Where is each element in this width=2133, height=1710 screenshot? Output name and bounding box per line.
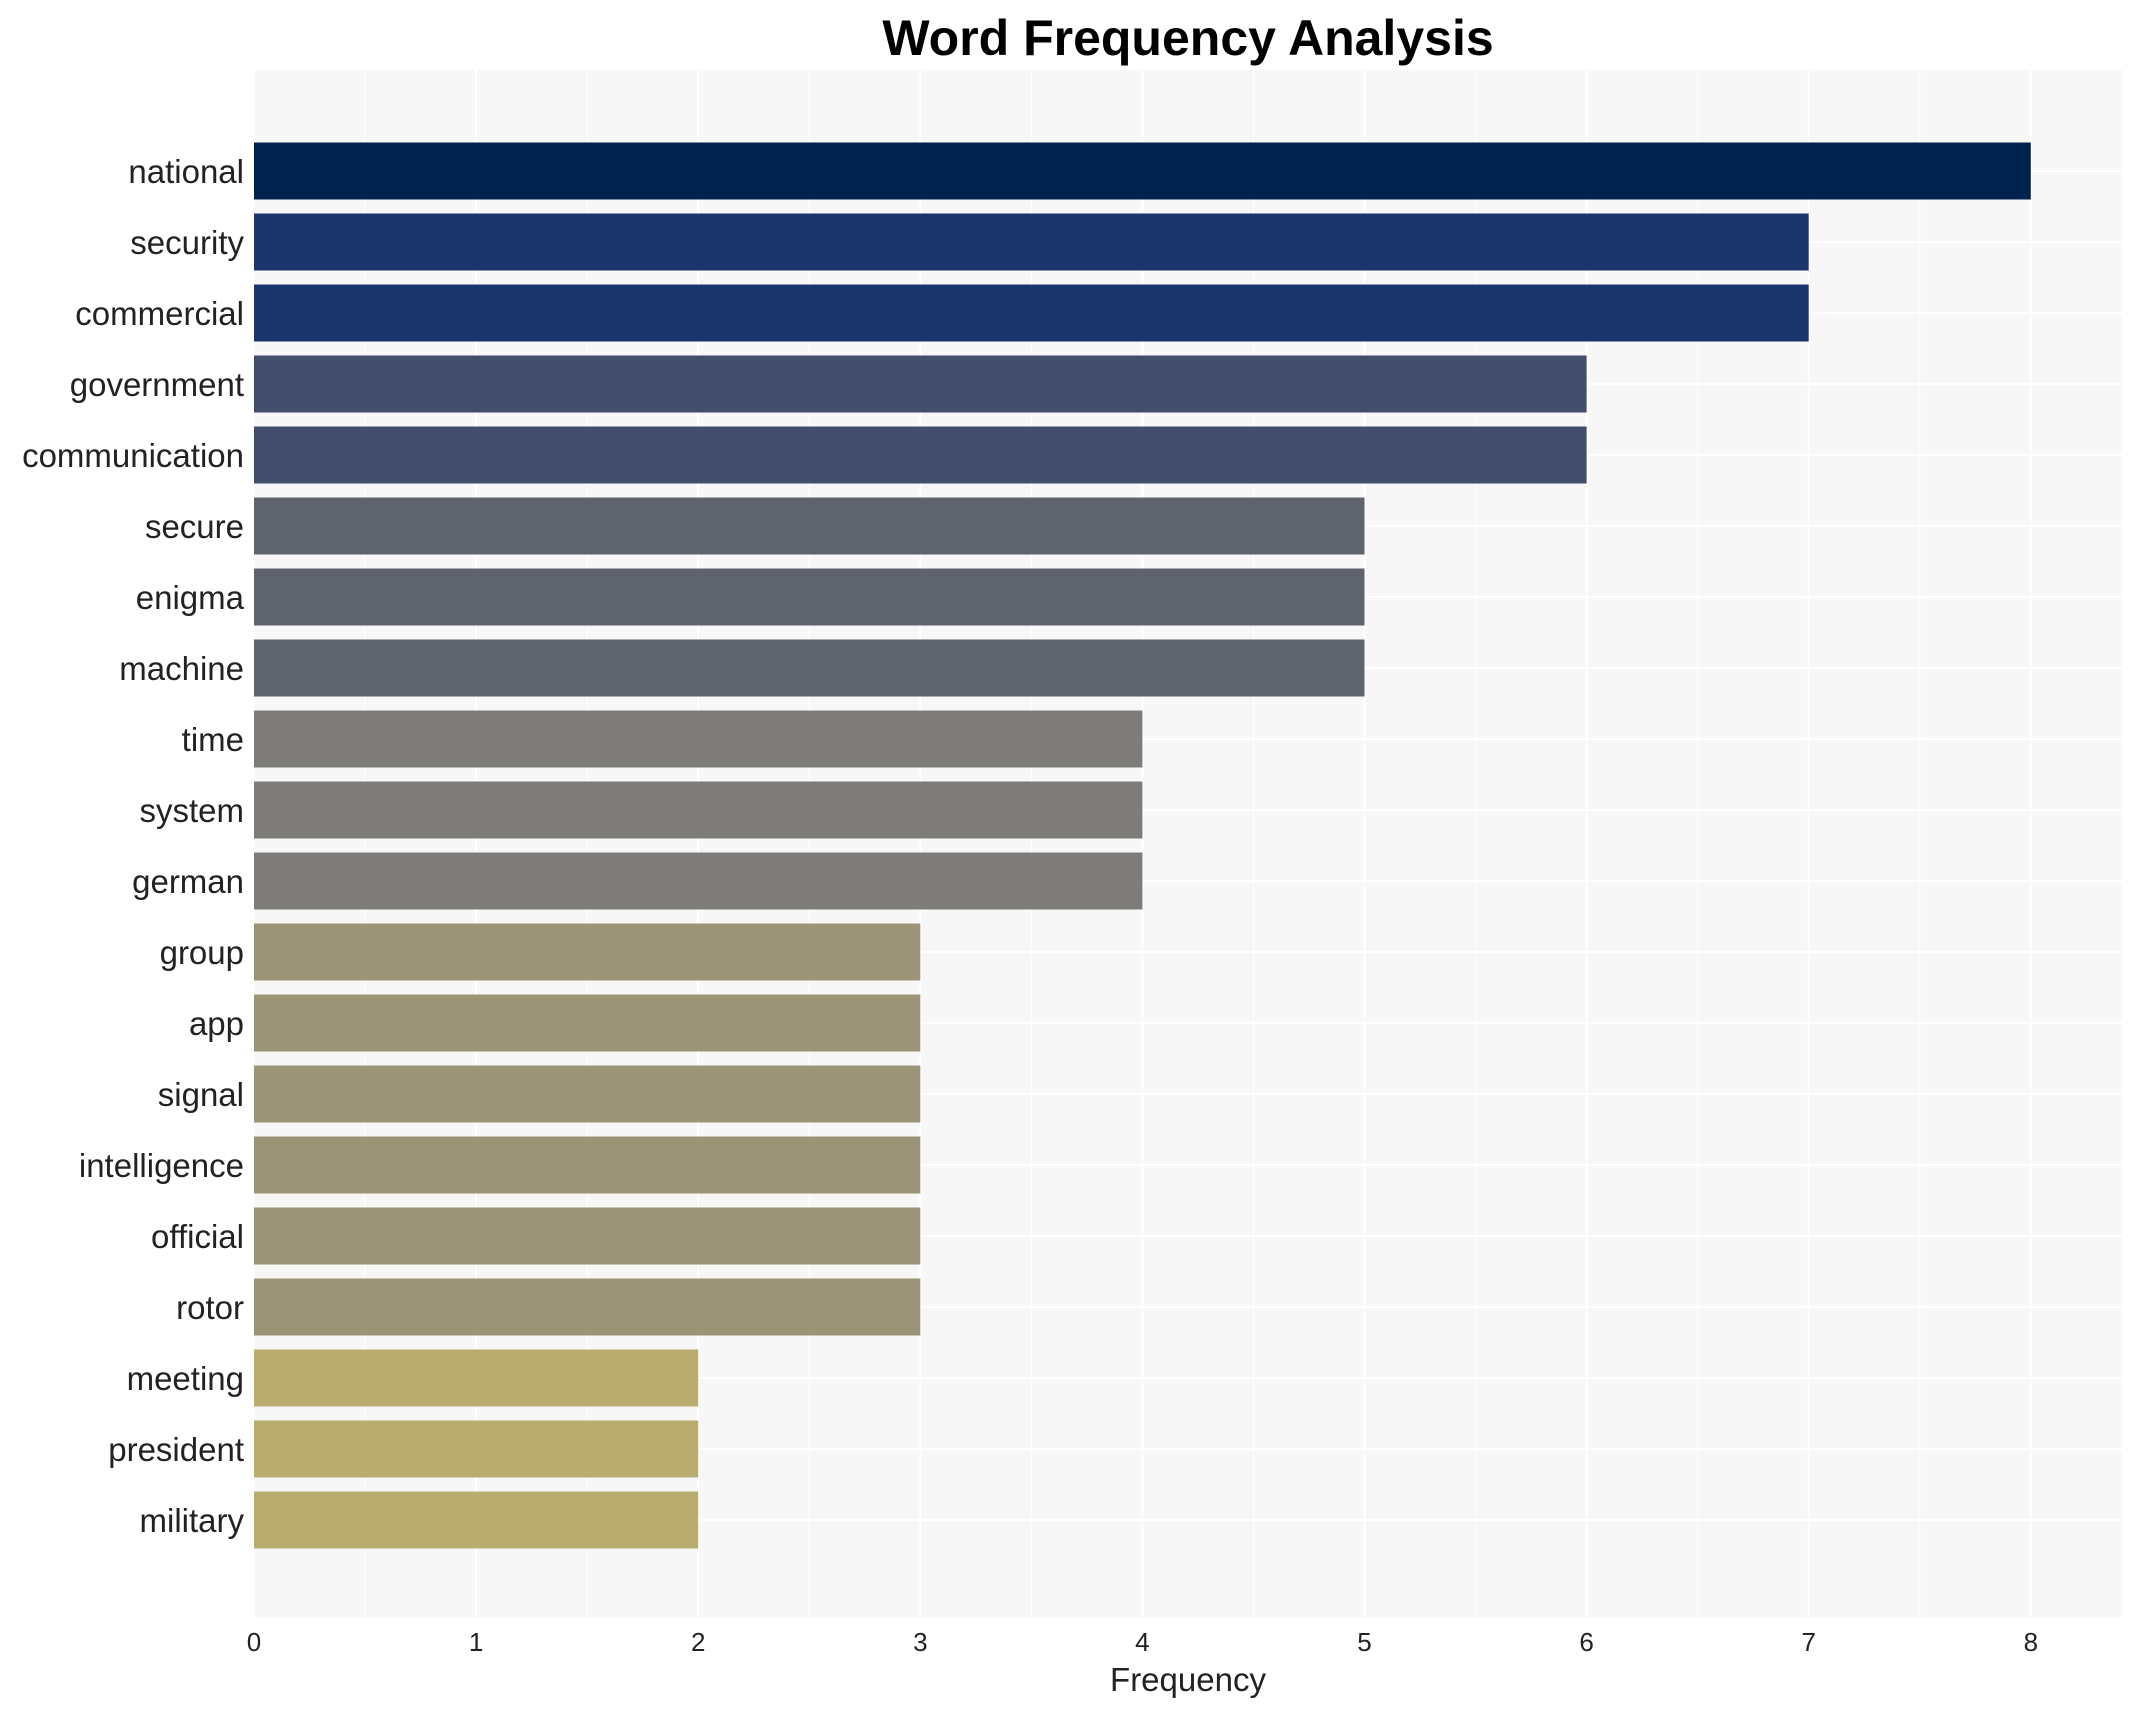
category-label-official: official bbox=[151, 1218, 244, 1255]
x-tick-label: 4 bbox=[1135, 1627, 1149, 1657]
chart-title: Word Frequency Analysis bbox=[882, 10, 1493, 66]
category-label-intelligence: intelligence bbox=[79, 1147, 244, 1184]
x-tick-label: 8 bbox=[2024, 1627, 2038, 1657]
x-tick-label: 7 bbox=[1801, 1627, 1815, 1657]
category-label-military: military bbox=[140, 1502, 245, 1539]
bar-rotor bbox=[254, 1278, 921, 1336]
x-tick-label: 6 bbox=[1579, 1627, 1593, 1657]
category-label-group: group bbox=[160, 934, 244, 971]
bar-german bbox=[254, 852, 1143, 910]
category-label-enigma: enigma bbox=[136, 579, 245, 616]
category-label-signal: signal bbox=[158, 1076, 244, 1113]
category-labels: national security commercial government comm… bbox=[22, 153, 245, 1539]
bar-security bbox=[254, 213, 1809, 271]
bar-intelligence bbox=[254, 1136, 921, 1194]
bar-military bbox=[254, 1491, 699, 1549]
bars bbox=[254, 142, 2031, 1549]
category-label-rotor: rotor bbox=[176, 1289, 244, 1326]
category-label-government: government bbox=[70, 366, 244, 403]
category-label-president: president bbox=[108, 1431, 244, 1468]
category-label-app: app bbox=[189, 1005, 244, 1042]
bar-commercial bbox=[254, 284, 1809, 342]
bar-president bbox=[254, 1420, 699, 1478]
x-tick-label: 1 bbox=[469, 1627, 483, 1657]
bar-app bbox=[254, 994, 921, 1052]
bar-enigma bbox=[254, 568, 1365, 626]
x-tick-labels: 0 1 2 3 4 5 6 7 8 bbox=[247, 1627, 2038, 1657]
bar-system bbox=[254, 781, 1143, 839]
bar-official bbox=[254, 1207, 921, 1265]
category-label-secure: secure bbox=[145, 508, 244, 545]
category-label-meeting: meeting bbox=[127, 1360, 244, 1397]
bar-meeting bbox=[254, 1349, 699, 1407]
bar-time bbox=[254, 710, 1143, 768]
x-tick-label: 0 bbox=[247, 1627, 261, 1657]
bar-secure bbox=[254, 497, 1365, 555]
x-tick-label: 2 bbox=[691, 1627, 705, 1657]
category-label-system: system bbox=[139, 792, 244, 829]
category-label-security: security bbox=[130, 224, 244, 261]
category-label-communication: communication bbox=[22, 437, 244, 474]
x-axis-title: Frequency bbox=[1110, 1661, 1266, 1698]
bar-national bbox=[254, 142, 2031, 200]
category-label-national: national bbox=[128, 153, 244, 190]
category-label-commercial: commercial bbox=[75, 295, 244, 332]
bar-signal bbox=[254, 1065, 921, 1123]
category-label-machine: machine bbox=[119, 650, 244, 687]
x-tick-label: 3 bbox=[913, 1627, 927, 1657]
category-label-time: time bbox=[182, 721, 244, 758]
bar-group bbox=[254, 923, 921, 981]
category-label-german: german bbox=[132, 863, 244, 900]
bar-machine bbox=[254, 639, 1365, 697]
bar-communication bbox=[254, 426, 1587, 484]
x-tick-label: 5 bbox=[1357, 1627, 1371, 1657]
bar-government bbox=[254, 355, 1587, 413]
